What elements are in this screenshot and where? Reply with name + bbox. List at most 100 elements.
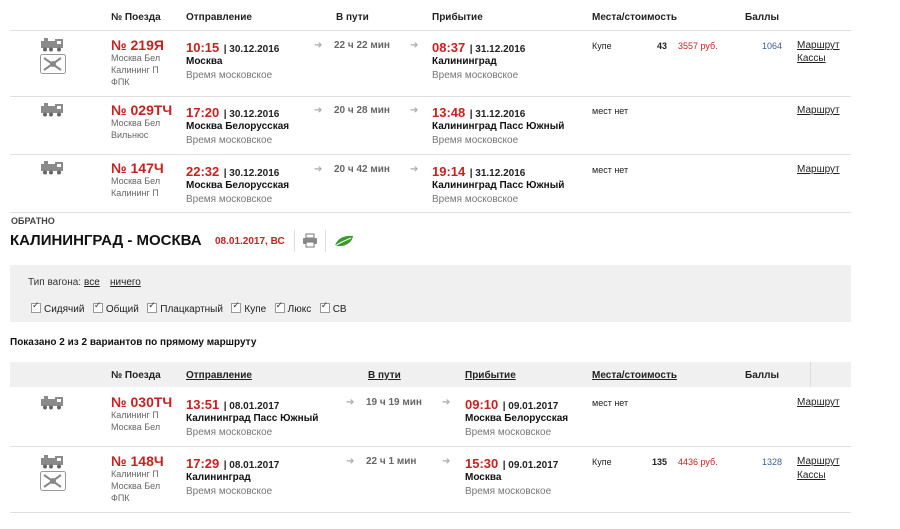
checkbox-sv[interactable]: СВ [319, 300, 347, 315]
ticket-offices-link[interactable]: Кассы [797, 470, 826, 481]
checkbox-box[interactable] [319, 300, 330, 313]
travel-duration: 20 ч 42 мин [334, 164, 390, 175]
arrival-date: | 09.01.2017 [502, 401, 559, 412]
route-station: Калининг П [111, 65, 159, 75]
route-link[interactable]: Маршрут [797, 105, 840, 116]
route-station: Москва Бел [111, 176, 161, 186]
sort-en-route[interactable]: В пути [368, 370, 401, 381]
arrival-datetime: 15:30 | 09.01.2017 [465, 455, 558, 473]
departure-station: Калининград Пасс Южный [186, 413, 319, 424]
timezone-note: Время московское [465, 427, 552, 438]
departure-date: | 30.12.2016 [223, 109, 280, 120]
select-none-link[interactable]: ничего [110, 277, 141, 288]
arrival-date: | 31.12.2016 [469, 109, 526, 120]
header-train: № Поезда [111, 12, 161, 23]
ticket-price[interactable]: 4436 руб. [678, 457, 718, 467]
header-departure: Отправление [186, 12, 252, 23]
departure-datetime: 22:32 | 30.12.2016 [186, 163, 279, 181]
arrival-time: 15:30 [465, 456, 499, 471]
travel-duration: 22 ч 22 мин [334, 40, 390, 51]
arrow-right-icon: ➔ [442, 397, 451, 408]
timezone-note: Время московское [465, 486, 552, 497]
train-number[interactable]: № 148Ч [111, 453, 164, 469]
travel-duration: 20 ч 28 мин [334, 105, 390, 116]
arrival-date: | 09.01.2017 [502, 460, 559, 471]
timezone-note: Время московское [186, 194, 273, 205]
select-all-link[interactable]: все [84, 277, 100, 288]
checkbox-box[interactable] [31, 300, 41, 313]
divider [10, 446, 851, 447]
header-points: Баллы [745, 370, 779, 381]
ticket-price[interactable]: 3557 руб. [678, 41, 718, 51]
header-en-route: В пути [336, 12, 369, 23]
train-icon [40, 455, 66, 474]
arrival-date: | 31.12.2016 [469, 168, 526, 179]
checkbox-box[interactable] [147, 300, 158, 313]
departure-datetime: 13:51 | 08.01.2017 [186, 396, 279, 414]
departure-time: 17:29 [186, 456, 220, 471]
train-number[interactable]: № 147Ч [111, 160, 164, 176]
sort-departure[interactable]: Отправление [186, 370, 252, 381]
arrival-station: Калининград [432, 56, 497, 67]
checkbox-box[interactable] [92, 300, 103, 313]
route-station: Калининг П [111, 410, 159, 420]
arrival-datetime: 13:48 | 31.12.2016 [432, 104, 525, 122]
checkbox-box[interactable] [274, 300, 285, 313]
divider [10, 512, 851, 513]
header-seats: Места/стоимость [592, 12, 677, 23]
arrival-station: Калининград Пасс Южный [432, 180, 565, 191]
train-icon [40, 161, 66, 180]
timezone-note: Время московское [432, 135, 519, 146]
train-number[interactable]: № 219Я [111, 37, 164, 53]
checkbox-coupe[interactable]: Купе [231, 300, 266, 315]
departure-date: | 08.01.2017 [223, 460, 280, 471]
departure-time: 10:15 [186, 40, 220, 55]
car-type: Купе [592, 41, 612, 51]
sort-arrival[interactable]: Прибытие [465, 370, 516, 381]
carrier-label: ФПК [111, 493, 130, 503]
train-icon [40, 103, 66, 122]
route-link[interactable]: Маршрут [797, 40, 840, 51]
dining-car-icon [40, 54, 66, 79]
eco-leaf-icon[interactable] [333, 234, 355, 253]
route-station: Калининг П [111, 188, 159, 198]
train-number[interactable]: № 029ТЧ [111, 102, 173, 118]
bonus-points: 1328 [762, 457, 783, 467]
sort-seats[interactable]: Места/стоимость [592, 370, 677, 381]
divider [325, 230, 326, 252]
train-number[interactable]: № 030ТЧ [111, 394, 173, 410]
arrival-time: 09:10 [465, 397, 499, 412]
arrival-date: | 31.12.2016 [469, 44, 526, 55]
departure-date: | 08.01.2017 [223, 401, 280, 412]
divider [10, 154, 851, 155]
route-station: Москва Бел [111, 422, 161, 432]
arrival-time: 08:37 [432, 40, 466, 55]
header-arrival: Прибытие [432, 12, 483, 23]
ticket-offices-link[interactable]: Кассы [797, 53, 826, 64]
route-station: Москва Бел [111, 118, 161, 128]
checkbox-lux[interactable]: Люкс [274, 300, 311, 315]
checkbox-seated[interactable]: Сидячий [31, 300, 84, 315]
route-link[interactable]: Маршрут [797, 164, 840, 175]
print-icon[interactable] [302, 233, 318, 253]
car-type: Купе [592, 457, 612, 467]
timezone-note: Время московское [186, 486, 273, 497]
route-station: Москва Бел [111, 53, 161, 63]
timezone-note: Время московское [432, 70, 519, 81]
checkbox-box[interactable] [231, 300, 242, 313]
route-station: Калининг П [111, 469, 159, 479]
arrival-station: Москва [465, 472, 502, 483]
arrival-station: Москва Белорусская [465, 413, 569, 424]
no-seats-label: мест нет [592, 106, 629, 116]
route-link[interactable]: Маршрут [797, 397, 840, 408]
train-icon [40, 396, 66, 415]
checkbox-general[interactable]: Общий [92, 300, 139, 315]
travel-duration: 19 ч 19 мин [366, 397, 422, 408]
timezone-note: Время московское [186, 427, 273, 438]
route-link[interactable]: Маршрут [797, 456, 840, 467]
checkbox-platzkart[interactable]: Плацкартный [147, 300, 223, 315]
arrow-right-icon: ➔ [410, 105, 419, 116]
departure-station: Москва Белорусская [186, 121, 290, 132]
departure-station: Москва [186, 56, 223, 67]
arrow-right-icon: ➔ [314, 40, 323, 51]
